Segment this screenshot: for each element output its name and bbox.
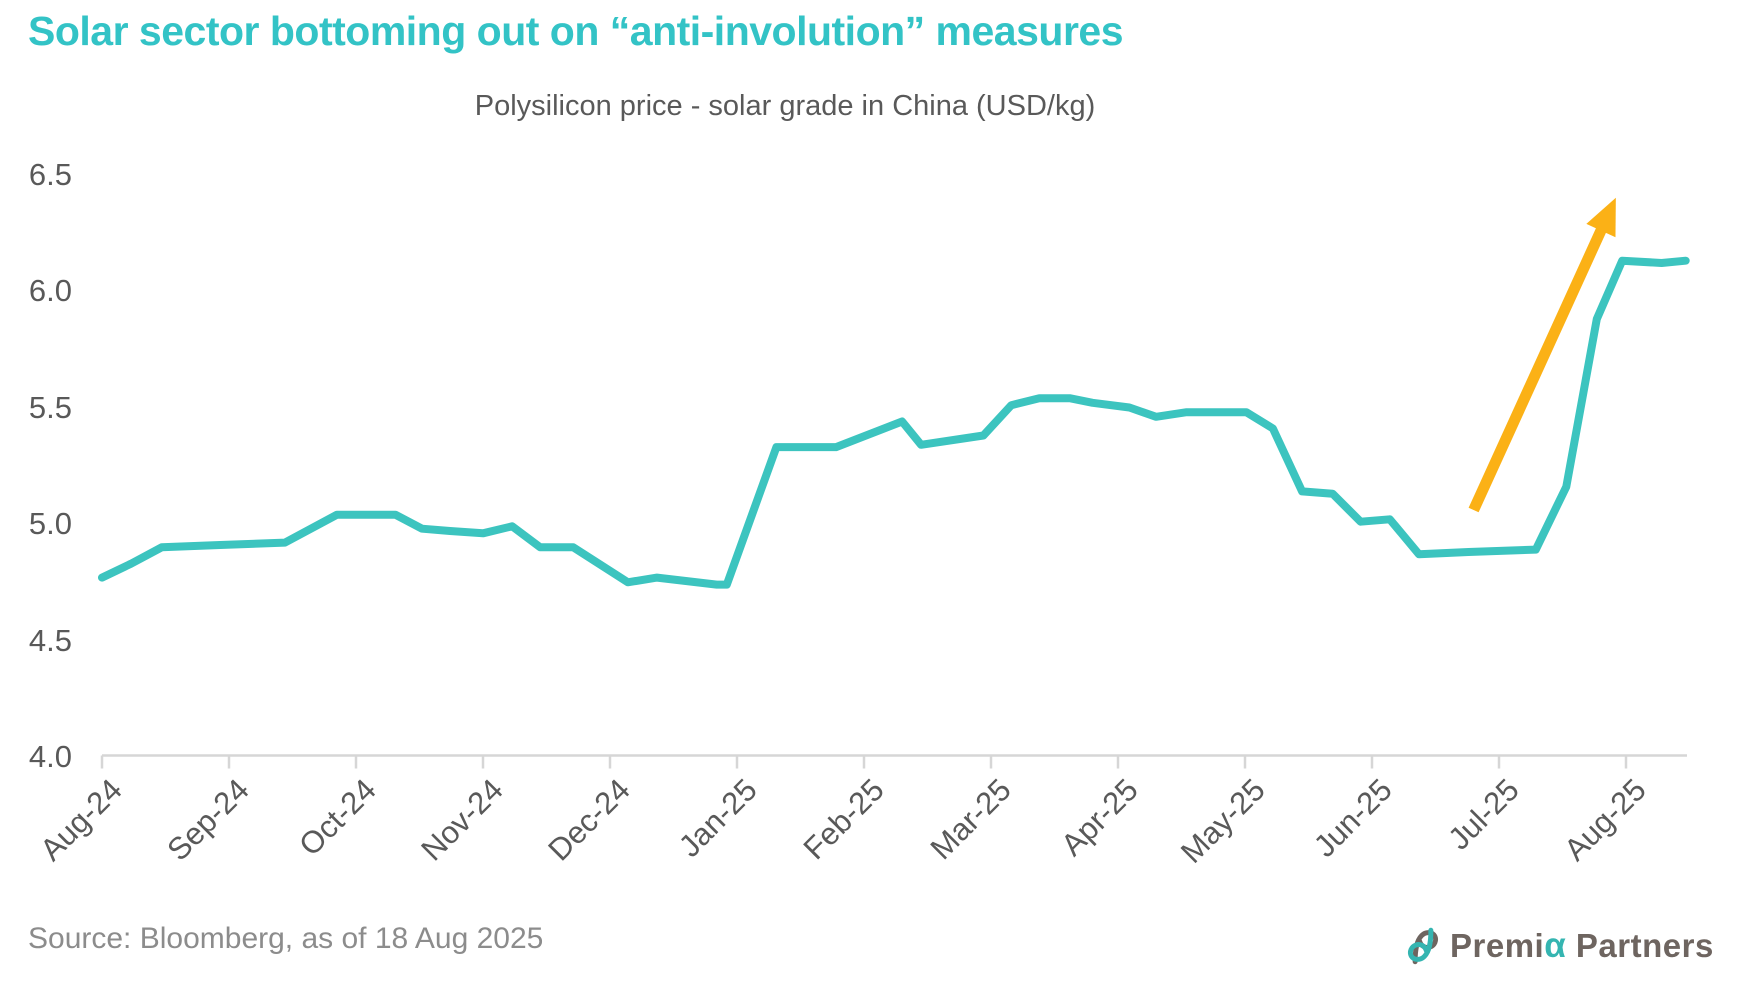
y-axis-tick-label: 5.5	[28, 389, 72, 425]
page-title: Solar sector bottoming out on “anti-invo…	[28, 8, 1124, 54]
chart-title: Polysilicon price - solar grade in China…	[474, 90, 1096, 122]
premia-partners-logo: Premiα Partners	[1402, 920, 1714, 972]
y-axis-tick-label: 4.5	[28, 622, 72, 658]
premia-logo-icon	[1407, 927, 1439, 965]
logo-text-premi: Premi	[1450, 927, 1545, 964]
logo-alpha-glyph: α	[1544, 926, 1567, 965]
logo-wordmark: Premiα Partners	[1450, 926, 1714, 966]
y-axis-tick-label: 4.0	[28, 739, 72, 774]
y-axis-tick-label: 6.0	[28, 273, 72, 308]
source-note: Source: Bloomberg, as of 18 Aug 2025	[28, 922, 544, 955]
y-axis-tick-label: 6.5	[28, 156, 72, 192]
logo-text-partners: Partners	[1566, 927, 1714, 964]
up-trend-arrow-head	[1586, 197, 1616, 238]
price-line	[98, 256, 1690, 589]
y-axis-tick-label: 5.0	[28, 506, 72, 541]
up-trend-arrow-shaft	[1468, 224, 1608, 513]
